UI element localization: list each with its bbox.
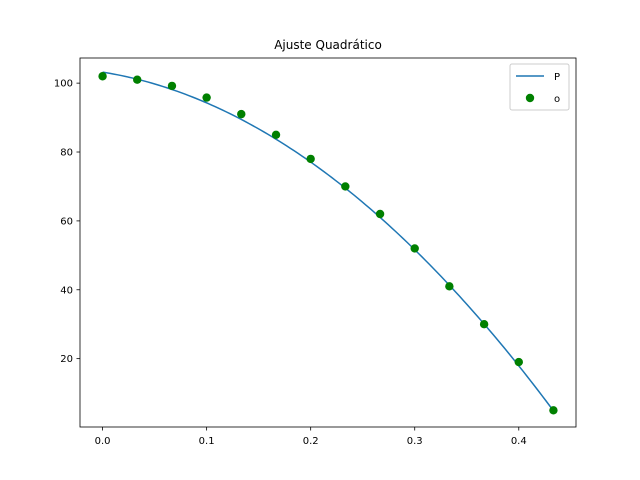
chart-title: Ajuste Quadrático (274, 38, 382, 52)
legend: Po (509, 63, 570, 111)
y-tick-label: 40 (60, 285, 73, 296)
data-point (549, 406, 558, 415)
data-point (514, 357, 523, 367)
x-tick-label: 0.3 (407, 436, 423, 447)
data-point (445, 282, 454, 291)
legend-box (509, 63, 570, 111)
data-point (410, 244, 419, 253)
data-point (306, 154, 315, 164)
data-point (98, 72, 107, 81)
axes: 0.0 0.1 0.2 0.3 0.4 20 40 60 80 100 (54, 79, 527, 447)
y-tick-label: 100 (54, 79, 73, 90)
data-point (167, 81, 177, 91)
legend-label: P (554, 72, 560, 83)
y-tick-label: 60 (60, 216, 73, 227)
legend-point-swatch (525, 93, 535, 103)
data-point (202, 93, 211, 102)
legend-label: o (554, 94, 560, 105)
data-point (479, 320, 489, 329)
y-tick-label: 20 (60, 354, 73, 365)
data-point (133, 75, 142, 84)
data-point (237, 109, 246, 119)
x-tick-label: 0.4 (511, 436, 527, 447)
y-tick-label: 80 (60, 148, 73, 159)
x-tick-label: 0.0 (95, 436, 111, 447)
data-point (375, 209, 385, 219)
data-point (271, 130, 281, 139)
x-tick-label: 0.1 (199, 436, 215, 447)
axes-frame (79, 57, 577, 428)
x-tick-label: 0.2 (303, 436, 319, 447)
data-point (341, 182, 350, 191)
plot-area (98, 71, 558, 415)
fit-curve-line (102, 71, 555, 412)
